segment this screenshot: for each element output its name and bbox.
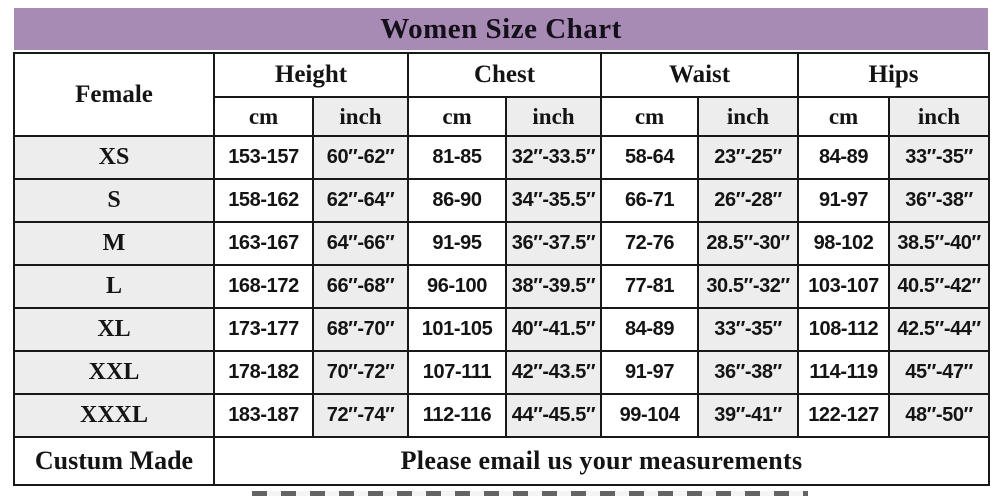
height-inch-cell: 66″-68″ bbox=[312, 264, 409, 309]
height-inch-cell: 64″-66″ bbox=[312, 221, 409, 266]
waist-cm-unit-header: cm bbox=[600, 96, 700, 137]
chest-cm-cell: 81-85 bbox=[407, 135, 507, 180]
size-row: M 163-167 64″-66″ 91-95 36″-37.5″ 72-76 … bbox=[13, 221, 991, 266]
waist-inch-cell: 26″-28″ bbox=[697, 178, 800, 223]
height-cm-cell: 183-187 bbox=[213, 393, 314, 438]
chest-inch-cell: 36″-37.5″ bbox=[504, 221, 603, 266]
hips-inch-cell: 48″-50″ bbox=[888, 393, 991, 438]
custom-made-row: Custum Made Please email us your measure… bbox=[13, 436, 991, 486]
chest-cm-cell: 86-90 bbox=[407, 178, 507, 223]
hips-cm-cell: 108-112 bbox=[797, 307, 891, 352]
height-inch-cell: 68″-70″ bbox=[312, 307, 409, 352]
custom-made-cell: Custum Made bbox=[13, 436, 215, 486]
height-cm-cell: 163-167 bbox=[213, 221, 314, 266]
waist-inch-cell: 23″-25″ bbox=[697, 135, 800, 180]
size-label-cell: M bbox=[13, 221, 215, 266]
height-inch-cell: 62″-64″ bbox=[312, 178, 409, 223]
waist-inch-cell: 28.5″-30″ bbox=[697, 221, 800, 266]
size-label-cell: XS bbox=[13, 135, 215, 180]
hips-cm-cell: 91-97 bbox=[797, 178, 891, 223]
waist-inch-cell: 30.5″-32″ bbox=[697, 264, 800, 309]
chest-inch-cell: 40″-41.5″ bbox=[504, 307, 603, 352]
waist-cm-cell: 58-64 bbox=[600, 135, 700, 180]
size-label-cell: XXXL bbox=[13, 393, 215, 438]
chest-inch-cell: 32″-33.5″ bbox=[504, 135, 603, 180]
size-row: L 168-172 66″-68″ 96-100 38″-39.5″ 77-81… bbox=[13, 264, 991, 309]
chest-inch-cell: 42″-43.5″ bbox=[504, 350, 603, 395]
height-cm-cell: 173-177 bbox=[213, 307, 314, 352]
waist-cm-cell: 84-89 bbox=[600, 307, 700, 352]
hips-inch-unit-header: inch bbox=[888, 96, 991, 137]
waist-inch-cell: 36″-38″ bbox=[697, 350, 800, 395]
height-inch-cell: 70″-72″ bbox=[312, 350, 409, 395]
height-inch-cell: 60″-62″ bbox=[312, 135, 409, 180]
size-row: XS 153-157 60″-62″ 81-85 32″-33.5″ 58-64… bbox=[13, 135, 991, 180]
height-cm-cell: 158-162 bbox=[213, 178, 314, 223]
height-inch-cell: 72″-74″ bbox=[312, 393, 409, 438]
size-label-cell: S bbox=[13, 178, 215, 223]
chest-inch-cell: 34″-35.5″ bbox=[504, 178, 603, 223]
waist-cm-cell: 72-76 bbox=[600, 221, 700, 266]
chest-inch-cell: 38″-39.5″ bbox=[504, 264, 603, 309]
cropped-content-artifact bbox=[252, 491, 808, 496]
hips-cm-unit-header: cm bbox=[797, 96, 891, 137]
size-label-cell: L bbox=[13, 264, 215, 309]
hips-cm-cell: 103-107 bbox=[797, 264, 891, 309]
hips-inch-cell: 36″-38″ bbox=[888, 178, 991, 223]
chart-title: Women Size Chart bbox=[380, 12, 622, 45]
size-chart-table: Female Height Chest Waist Hips cm inch c… bbox=[13, 52, 991, 486]
size-row: XXXL 183-187 72″-74″ 112-116 44″-45.5″ 9… bbox=[13, 393, 991, 438]
chart-title-bar: Women Size Chart bbox=[14, 8, 988, 50]
waist-inch-unit-header: inch bbox=[697, 96, 800, 137]
table-body: XS 153-157 60″-62″ 81-85 32″-33.5″ 58-64… bbox=[13, 135, 991, 438]
waist-inch-cell: 33″-35″ bbox=[697, 307, 800, 352]
chest-cm-cell: 112-116 bbox=[407, 393, 507, 438]
chest-cm-unit-header: cm bbox=[407, 96, 507, 137]
hips-cm-cell: 114-119 bbox=[797, 350, 891, 395]
size-row: XL 173-177 68″-70″ 101-105 40″-41.5″ 84-… bbox=[13, 307, 991, 352]
hips-inch-cell: 38.5″-40″ bbox=[888, 221, 991, 266]
height-group-header: Height bbox=[213, 52, 409, 98]
waist-cm-cell: 66-71 bbox=[600, 178, 700, 223]
chest-group-header: Chest bbox=[406, 52, 603, 98]
hips-inch-cell: 42.5″-44″ bbox=[888, 307, 991, 352]
table-header: Female Height Chest Waist Hips cm inch c… bbox=[13, 52, 991, 137]
hips-inch-cell: 45″-47″ bbox=[888, 350, 991, 395]
table-footer: Custum Made Please email us your measure… bbox=[13, 436, 991, 486]
chest-inch-unit-header: inch bbox=[504, 96, 603, 137]
email-note-cell: Please email us your measurements bbox=[212, 436, 991, 486]
waist-cm-cell: 77-81 bbox=[600, 264, 700, 309]
chest-inch-cell: 44″-45.5″ bbox=[504, 393, 603, 438]
chest-cm-cell: 101-105 bbox=[407, 307, 507, 352]
waist-cm-cell: 99-104 bbox=[600, 393, 700, 438]
hips-cm-cell: 98-102 bbox=[797, 221, 891, 266]
hips-cm-cell: 122-127 bbox=[797, 393, 891, 438]
size-row: S 158-162 62″-64″ 86-90 34″-35.5″ 66-71 … bbox=[13, 178, 991, 223]
hips-inch-cell: 33″-35″ bbox=[888, 135, 991, 180]
size-row: XXL 178-182 70″-72″ 107-111 42″-43.5″ 91… bbox=[13, 350, 991, 395]
hips-group-header: Hips bbox=[797, 52, 991, 98]
height-inch-unit-header: inch bbox=[312, 96, 409, 137]
size-label-cell: XXL bbox=[13, 350, 215, 395]
waist-inch-cell: 39″-41″ bbox=[697, 393, 800, 438]
height-cm-cell: 153-157 bbox=[213, 135, 314, 180]
height-cm-unit-header: cm bbox=[213, 96, 314, 137]
size-label-cell: XL bbox=[13, 307, 215, 352]
waist-cm-cell: 91-97 bbox=[600, 350, 700, 395]
waist-group-header: Waist bbox=[600, 52, 800, 98]
chest-cm-cell: 107-111 bbox=[407, 350, 507, 395]
chest-cm-cell: 91-95 bbox=[407, 221, 507, 266]
height-cm-cell: 168-172 bbox=[213, 264, 314, 309]
female-header-cell: Female bbox=[13, 52, 215, 137]
hips-inch-cell: 40.5″-42″ bbox=[888, 264, 991, 309]
chest-cm-cell: 96-100 bbox=[407, 264, 507, 309]
measure-group-row: Female Height Chest Waist Hips bbox=[13, 52, 991, 137]
height-cm-cell: 178-182 bbox=[213, 350, 314, 395]
unit-row: cm inch cm inch cm inch cm inch bbox=[14, 96, 991, 137]
hips-cm-cell: 84-89 bbox=[797, 135, 891, 180]
